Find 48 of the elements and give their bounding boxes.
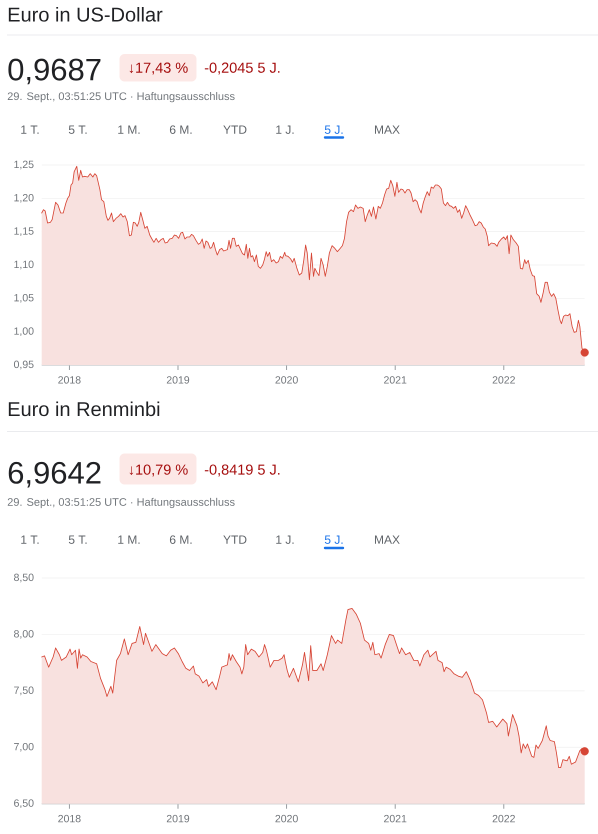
text: 5 T.	[68, 536, 87, 544]
chart-subtitle: 6,9642	[8, 462, 100, 488]
text: 5 T.	[68, 126, 87, 134]
x-tick-label: 2020	[275, 376, 298, 384]
x-tick-label: 2021	[384, 376, 406, 384]
text: 1 T.	[21, 536, 39, 544]
text: 1 M.	[118, 126, 140, 134]
text: ↓17,43 %	[130, 62, 188, 75]
y-tick-label: 1,20	[14, 194, 34, 203]
text: -0,2045 5 J.	[204, 62, 280, 75]
x-tick-label: 2019	[166, 814, 190, 822]
y-tick-label: 1,00	[14, 327, 34, 336]
text: 5 J.	[324, 536, 343, 544]
y-tick-label: 1,25	[14, 160, 34, 170]
text: ↓10,79 %	[130, 464, 188, 476]
text: 1 J.	[276, 126, 294, 134]
chart-title: Euro in Renminbi	[8, 402, 160, 416]
text: YTD	[223, 536, 246, 544]
x-tick-label: 2022	[492, 814, 515, 822]
text: 5 J.	[324, 126, 343, 134]
y-tick-label: 8,50	[14, 574, 34, 582]
text: YTD	[223, 126, 246, 134]
y-tick-label: 7,00	[14, 742, 34, 752]
y-tick-label: 6,50	[14, 799, 34, 808]
x-tick-label: 2018	[58, 814, 81, 822]
text: 6 M.	[170, 125, 192, 134]
text: MAX	[374, 536, 400, 544]
x-tick-label: 2020	[275, 814, 298, 822]
y-tick-label: 1,10	[14, 260, 34, 270]
text: 6 M.	[170, 535, 192, 544]
chart-subtitle: 0,9687	[8, 58, 100, 84]
text: 29. Sept., 03:51:25 UTC · Haftungsausschluss	[8, 498, 235, 508]
text: 1 T.	[21, 126, 39, 134]
chart-title: Euro in US-Dollar	[8, 7, 162, 22]
y-tick-label: 0,95	[14, 360, 34, 370]
y-tick-label: 8,00	[14, 630, 34, 639]
text: 29. Sept., 03:51:25 UTC · Haftungsausschluss	[8, 92, 235, 102]
text: 1 J.	[276, 536, 294, 544]
x-tick-label: 2018	[58, 376, 81, 384]
y-tick-label: 7,50	[14, 686, 34, 696]
x-tick-label: 2019	[166, 376, 190, 384]
y-tick-label: 1,05	[14, 294, 34, 303]
text: 1 M.	[118, 536, 140, 544]
x-tick-label: 2021	[384, 814, 406, 822]
y-tick-label: 1,15	[14, 227, 34, 236]
x-tick-label: 2022	[492, 376, 515, 384]
text: -0,8419 5 J.	[204, 464, 280, 476]
text: MAX	[374, 126, 400, 134]
